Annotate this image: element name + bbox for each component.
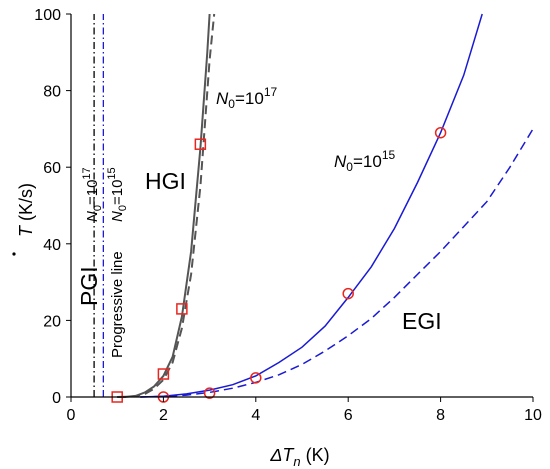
y-tick-label: 0 — [52, 390, 61, 407]
y-tick-label: 20 — [43, 313, 61, 330]
annotation-n0-1e17-gray: N0=1017 — [216, 85, 277, 111]
x-tick-label: 2 — [159, 407, 168, 424]
annotation-n0-1e15-vertical: N0=1015 — [106, 167, 129, 222]
series-line-1 — [117, 13, 216, 398]
marker-circle — [250, 372, 262, 384]
region-label-hgi: HGI — [145, 168, 186, 194]
annotation-n0-1e15-blue: N0=1015 — [334, 148, 395, 174]
x-axis-title-unit: (K) — [301, 445, 330, 465]
marker-circle — [342, 287, 354, 300]
y-tick-label: 40 — [43, 237, 61, 254]
x-tick-label: 6 — [344, 407, 353, 424]
series-line-0 — [117, 13, 211, 398]
region-label-egi: EGI — [402, 308, 442, 334]
region-label-pgi: PGI — [76, 266, 102, 306]
series-layer — [93, 13, 534, 398]
axes: 0 2 4 6 8 10 0 20 40 60 80 100 — [34, 7, 542, 424]
plot-area — [93, 13, 534, 403]
y-axis-title-unit: (K/s) — [16, 183, 36, 226]
svg-text:T (K/s): T (K/s) — [16, 183, 36, 237]
marker-square — [176, 303, 188, 315]
x-tick-label: 0 — [67, 407, 76, 424]
marker-square — [157, 368, 170, 380]
x-ticks: 0 2 4 6 8 10 — [67, 397, 542, 424]
annotation-n0-1e17-vertical: N0=1017 — [81, 167, 104, 222]
series-line-2 — [140, 13, 483, 398]
y-ticks: 0 20 40 60 80 100 — [34, 7, 71, 407]
marker-layer — [111, 126, 447, 403]
x-tick-label: 4 — [251, 407, 260, 424]
x-tick-label: 8 — [436, 407, 445, 424]
y-axis-title-symbol: T — [16, 224, 36, 237]
x-axis-title: ΔTn (K) — [269, 445, 329, 469]
x-tick-label: 10 — [524, 407, 542, 424]
y-tick-label: 100 — [34, 7, 61, 24]
marker-square — [194, 138, 207, 150]
marker-circle — [203, 387, 216, 399]
y-tick-label: 80 — [43, 84, 61, 101]
series-line-3 — [140, 128, 534, 398]
y-tick-label: 60 — [43, 160, 61, 177]
marker-circle — [434, 126, 447, 139]
y-axis-title-dot — [12, 252, 16, 256]
progressive-line-label: Progressive line — [109, 251, 126, 358]
x-axis-title-subscript: n — [293, 454, 300, 469]
y-axis-title: T (K/s) — [12, 183, 36, 256]
x-axis-title-symbol: ΔT — [269, 445, 295, 465]
